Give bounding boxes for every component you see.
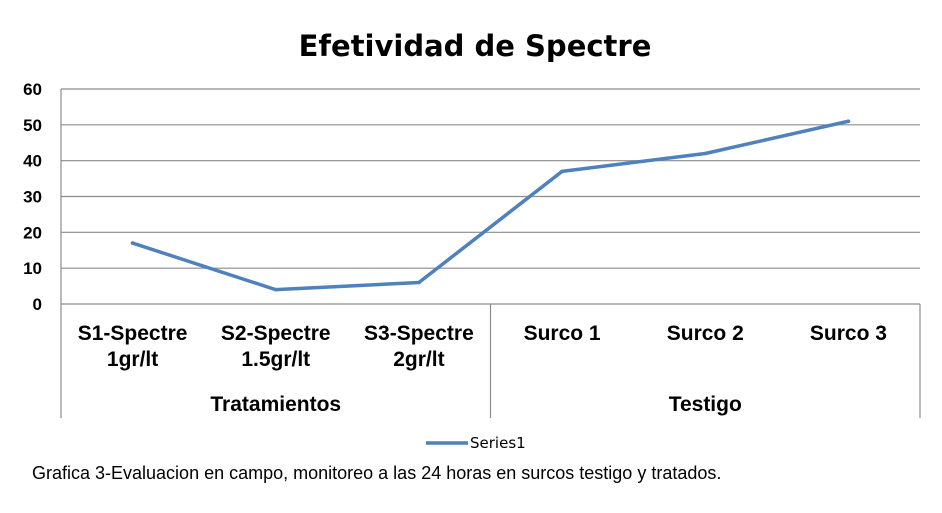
series-lines — [130, 119, 851, 292]
x-tick-label: S1-Spectre 1gr/lt — [78, 322, 188, 371]
data-point — [130, 241, 135, 245]
y-axis-ticks: 0 10 20 30 40 50 60 — [23, 80, 42, 314]
x-tick-label: Surco 3 — [810, 322, 887, 345]
x-tick-label: Surco 1 — [524, 322, 601, 345]
x-tick-label-line: 2gr/lt — [393, 348, 444, 371]
x-group-label: Testigo — [669, 393, 742, 416]
axes — [60, 89, 921, 418]
y-tick-label: 20 — [23, 223, 42, 242]
legend-label: Series1 — [470, 434, 526, 452]
x-tick-label-line: S3-Spectre — [364, 322, 474, 345]
x-group-label: Tratamientos — [210, 393, 341, 416]
data-point — [273, 287, 278, 292]
x-tick-label: S3-Spectre 2gr/lt — [364, 322, 474, 371]
x-axis-groups: Tratamientos Testigo — [210, 393, 741, 416]
chart: Efetividad de Spectre 0 10 20 30 40 50 60 S1-S… — [23, 29, 921, 452]
y-tick-label: 30 — [23, 188, 42, 207]
legend: Series1 — [426, 434, 526, 452]
x-tick-label: S2-Spectre 1.5gr/lt — [221, 322, 331, 371]
x-tick-label-line: S1-Spectre — [78, 322, 188, 345]
x-axis-categories: S1-Spectre 1gr/lt S2-Spectre 1.5gr/lt S3-Spe… — [78, 322, 887, 371]
y-tick-label: 10 — [23, 259, 42, 278]
series-line — [130, 119, 851, 292]
data-point — [846, 119, 851, 124]
y-tick-label: 60 — [23, 80, 42, 99]
x-tick-label-line: Surco 1 — [524, 322, 601, 345]
gridlines — [61, 88, 920, 269]
y-tick-label: 50 — [23, 116, 42, 135]
x-tick-label-line: 1gr/lt — [107, 348, 158, 371]
data-point — [417, 280, 421, 285]
x-tick-label-line: Surco 2 — [667, 322, 744, 345]
x-tick-label: Surco 2 — [667, 322, 744, 345]
chart-title: Efetividad de Spectre — [299, 29, 652, 63]
y-tick-label: 0 — [33, 295, 42, 314]
x-tick-label-line: Surco 3 — [810, 322, 887, 345]
data-point — [560, 169, 564, 174]
y-tick-label: 40 — [23, 152, 42, 171]
data-point — [703, 151, 708, 156]
x-tick-label-line: 1.5gr/lt — [241, 348, 310, 371]
figure-caption: Grafica 3-Evaluacion en campo, monitoreo… — [32, 463, 722, 483]
x-tick-label-line: S2-Spectre — [221, 322, 331, 345]
